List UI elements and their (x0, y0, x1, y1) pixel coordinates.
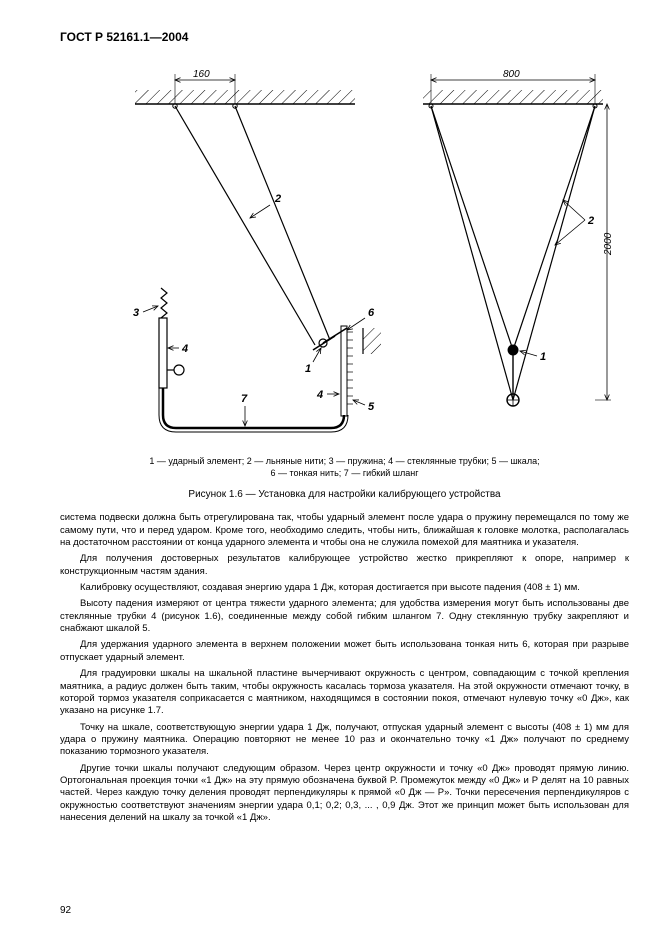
doc-header: ГОСТ Р 52161.1—2004 (60, 30, 629, 44)
figure-1-6: 160 2 1 6 (60, 50, 629, 450)
callout-1-right: 1 (540, 351, 546, 363)
para-2: Для получения достоверных результатов ка… (60, 553, 629, 578)
callout-1-left: 1 (305, 363, 311, 375)
para-3: Калибровку осуществляют, создавая энерги… (60, 582, 629, 594)
para-7: Точку на шкале, соответствующую энергии … (60, 722, 629, 759)
figure-legend: 1 — ударный элемент; 2 — льняные нити; 3… (60, 456, 629, 479)
callout-4-left: 4 (181, 343, 188, 355)
body-text: система подвески должна быть отрегулиров… (60, 512, 629, 824)
para-8: Другие точки шкалы получают следующим об… (60, 763, 629, 825)
callout-2-left: 2 (274, 193, 281, 205)
legend-line1: 1 — ударный элемент; 2 — льняные нити; 3… (149, 456, 539, 466)
callout-6: 6 (368, 307, 375, 319)
para-5: Для удержания ударного элемента в верхне… (60, 639, 629, 664)
dim-800: 800 (503, 69, 520, 80)
para-6: Для градуировки шкалы на шкальной пласти… (60, 668, 629, 717)
callout-2-right: 2 (587, 215, 594, 227)
callout-5: 5 (368, 401, 375, 413)
legend-line2: 6 — тонкая нить; 7 — гибкий шланг (270, 468, 418, 478)
figure-caption: Рисунок 1.6 — Установка для настройки ка… (60, 489, 629, 500)
dim-2000: 2000 (603, 232, 614, 256)
diagram-svg: 160 2 1 6 (75, 50, 615, 450)
callout-7: 7 (241, 393, 248, 405)
dim-160: 160 (193, 69, 210, 80)
page-number: 92 (60, 905, 71, 916)
callout-3: 3 (133, 307, 139, 319)
para-1: система подвески должна быть отрегулиров… (60, 512, 629, 549)
para-4: Высоту падения измеряют от центра тяжест… (60, 598, 629, 635)
callout-4-right: 4 (316, 389, 323, 401)
